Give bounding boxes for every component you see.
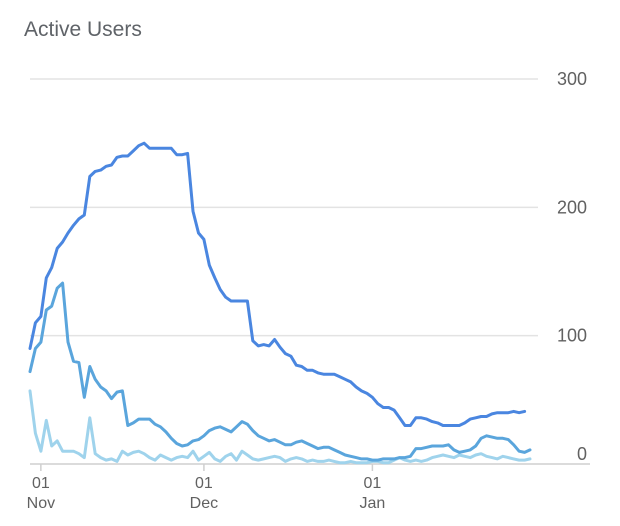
y-axis-labels: 0 100 200 300	[557, 69, 587, 464]
x-tick-day-nov: 01	[32, 475, 50, 492]
y-tick-label-200: 200	[557, 197, 587, 217]
y-tick-label-0: 0	[577, 444, 587, 464]
series-line-2	[28, 281, 532, 462]
grid-lines	[30, 78, 590, 465]
series-line-1	[28, 141, 527, 427]
x-tick-day-dec: 01	[195, 475, 213, 492]
x-tick-month-dec: Dec	[190, 495, 218, 512]
series-lines	[28, 141, 532, 465]
x-tick-day-jan: 01	[363, 475, 381, 492]
y-tick-label-100: 100	[557, 326, 587, 346]
x-tick-month-jan: Jan	[359, 495, 385, 512]
y-tick-label-300: 300	[557, 69, 587, 89]
x-tick-month-nov: Nov	[27, 495, 55, 512]
series-line-3	[28, 389, 532, 465]
x-axis: 01 Nov 01 Dec 01 Jan	[27, 464, 385, 512]
chart-title: Active Users	[24, 18, 142, 41]
